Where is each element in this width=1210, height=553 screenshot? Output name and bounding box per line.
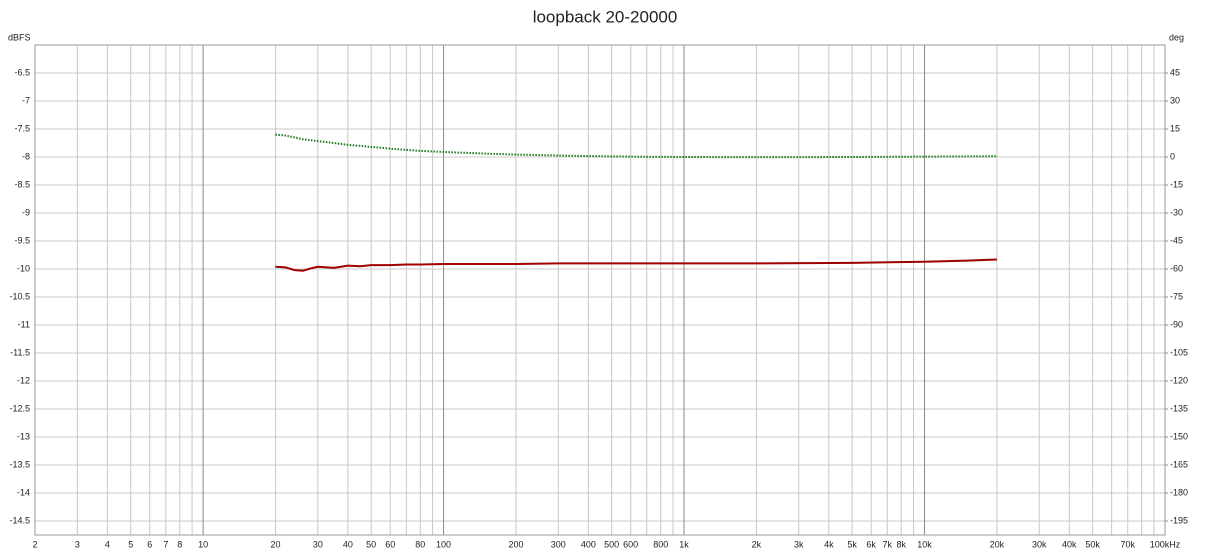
x-tick-label: 60 <box>385 539 395 549</box>
x-tick-label: 30k <box>1032 539 1047 549</box>
x-tick-label: 600 <box>623 539 638 549</box>
y-tick-label: -11.5 <box>10 347 30 357</box>
y2-tick-label: -150 <box>1170 431 1188 441</box>
y-tick-label: -13 <box>17 431 30 441</box>
x-tick-label: 1k <box>679 539 689 549</box>
x-tick-label: 10k <box>917 539 932 549</box>
y2-tick-label: 30 <box>1170 95 1180 105</box>
x-tick-label: 5k <box>847 539 857 549</box>
y-tick-label: -12 <box>17 375 30 385</box>
y2-tick-label: -120 <box>1170 375 1188 385</box>
x-tick-label: 4 <box>105 539 110 549</box>
y2-tick-label: -195 <box>1170 515 1188 525</box>
y2-tick-label: 15 <box>1170 123 1180 133</box>
x-tick-label: 500 <box>604 539 619 549</box>
y-tick-label: -11 <box>18 319 30 329</box>
y-tick-label: -7 <box>22 95 30 105</box>
y-tick-label: -10.5 <box>9 291 30 301</box>
x-tick-label: 8 <box>177 539 182 549</box>
x-tick-label: 8k <box>896 539 906 549</box>
x-tick-label: 40k <box>1062 539 1077 549</box>
y2-tick-label: -75 <box>1170 291 1183 301</box>
x-tick-label: 20 <box>270 539 280 549</box>
x-tick-label: 20k <box>990 539 1005 549</box>
x-tick-label: 3k <box>794 539 804 549</box>
plot-border <box>34 44 1166 536</box>
y-tick-label: -14 <box>17 487 30 497</box>
y-tick-label: -6.5 <box>14 67 30 77</box>
x-tick-label: 7k <box>883 539 893 549</box>
y-tick-label: -14.5 <box>9 515 30 525</box>
y2-tick-label: -180 <box>1170 487 1188 497</box>
x-tick-label: 400 <box>581 539 596 549</box>
x-tick-label: 10 <box>198 539 208 549</box>
x-tick-label: 5 <box>128 539 133 549</box>
x-tick-label: 3 <box>75 539 80 549</box>
x-tick-label: 70k <box>1120 539 1135 549</box>
y-tick-label: -12.5 <box>9 403 30 413</box>
x-tick-label: 80 <box>415 539 425 549</box>
x-tick-label: 50k <box>1085 539 1100 549</box>
y2-tick-label: 0 <box>1170 151 1175 161</box>
x-tick-label: 200 <box>508 539 523 549</box>
y2-tick-label: -45 <box>1170 235 1183 245</box>
x-tick-label: 50 <box>366 539 376 549</box>
x-tick-label: 2 <box>32 539 37 549</box>
y-tick-label: -10 <box>17 263 30 273</box>
y-tick-label: -13.5 <box>9 459 30 469</box>
plot-area <box>35 45 1165 535</box>
y-axis-label: dBFS <box>8 32 31 42</box>
x-tick-label: 100kHz <box>1150 539 1181 549</box>
x-tick-label: 6 <box>147 539 152 549</box>
y2-tick-label: 45 <box>1170 67 1180 77</box>
y2-tick-label: -165 <box>1170 459 1188 469</box>
y2-tick-label: -105 <box>1170 347 1188 357</box>
x-tick-label: 100 <box>436 539 451 549</box>
y-tick-label: -9 <box>22 207 30 217</box>
x-tick-label: 40 <box>343 539 353 549</box>
x-tick-label: 800 <box>653 539 668 549</box>
y-tick-label: -9.5 <box>14 235 30 245</box>
y-tick-label: -8 <box>22 151 30 161</box>
y-tick-label: -7.5 <box>14 123 30 133</box>
x-tick-label: 2k <box>752 539 762 549</box>
y2-tick-label: -30 <box>1170 207 1183 217</box>
y-tick-label: -8.5 <box>14 179 30 189</box>
y2-axis-label: deg <box>1169 32 1184 42</box>
y2-tick-label: -135 <box>1170 403 1188 413</box>
y2-tick-label: -90 <box>1170 319 1183 329</box>
x-tick-label: 7 <box>163 539 168 549</box>
x-tick-label: 4k <box>824 539 834 549</box>
y2-tick-label: -15 <box>1170 179 1183 189</box>
series-line <box>275 258 997 272</box>
x-tick-label: 6k <box>866 539 876 549</box>
chart-title: loopback 20-20000 <box>533 7 678 26</box>
y2-tick-label: -60 <box>1170 263 1183 273</box>
x-tick-label: 300 <box>551 539 566 549</box>
x-tick-label: 30 <box>313 539 323 549</box>
